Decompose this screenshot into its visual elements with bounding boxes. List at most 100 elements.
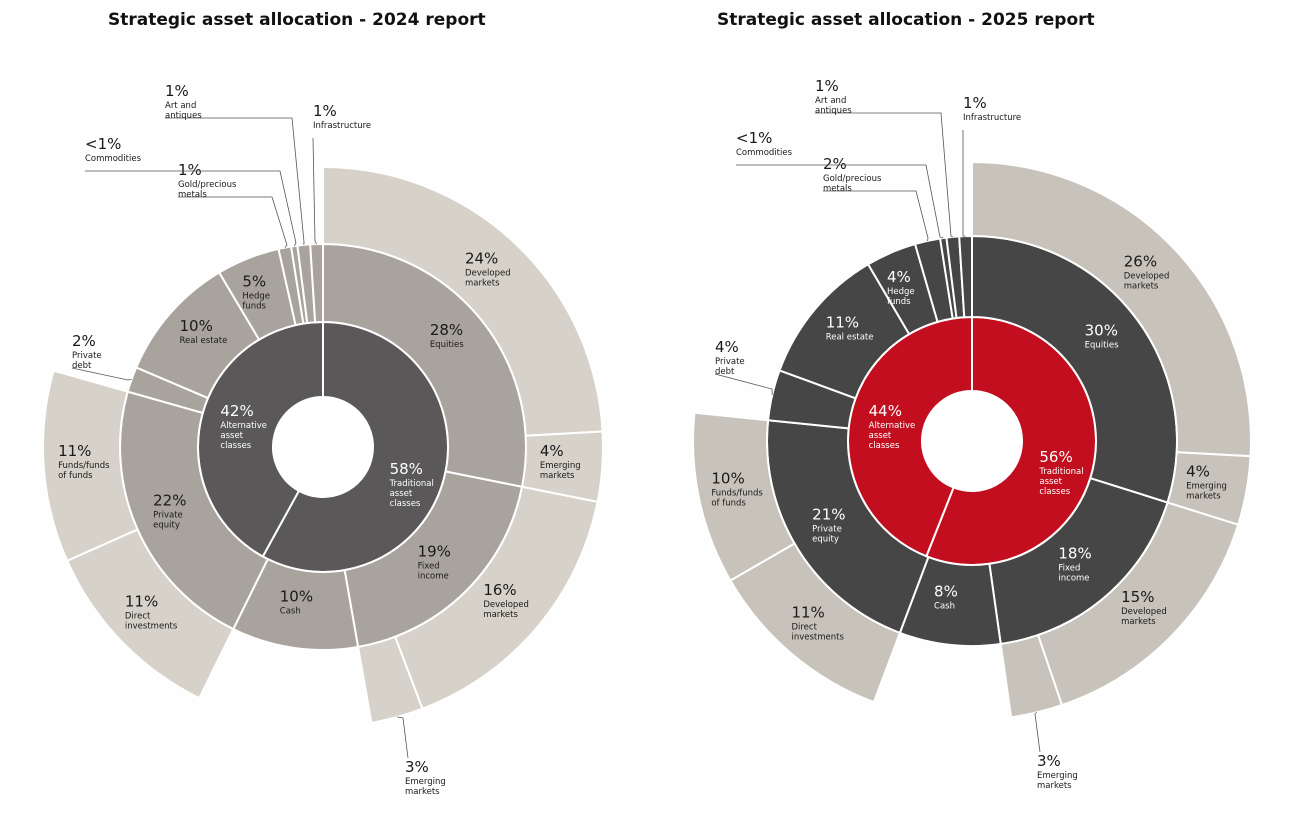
middle-hedge-funds-percent: 4%	[887, 268, 911, 286]
middle-fixed-income-percent: 18%	[1058, 544, 1091, 562]
middle-equities-label: 30%Equities	[1085, 322, 1119, 351]
outer-fixed-income-developed-markets-label: 16%Developed markets	[483, 581, 529, 620]
outer-fixed-income-emerging-markets-segment	[356, 635, 424, 724]
middle-cash-label: 10%Cash	[280, 587, 313, 616]
outer-fixed-income-developed-markets-name: Developed markets	[1121, 607, 1167, 627]
middle-commodities-percent: <1%	[736, 129, 772, 147]
middle-hedge-funds-label: 5%Hedge funds	[242, 273, 270, 312]
outer-private-equity-funds-funds-of-funds-label: 11%Funds/funds of funds	[58, 442, 110, 481]
middle-commodities-label: <1%Commodities	[85, 135, 142, 164]
middle-infrastructure-label: 1%Infrastructure	[313, 102, 371, 131]
middle-private-equity-name: Private equity	[153, 511, 183, 531]
middle-cash-percent: 10%	[280, 587, 313, 605]
middle-commodities-name: Commodities	[85, 154, 142, 164]
outer-equities-emerging-markets-name: Emerging markets	[1186, 481, 1227, 501]
outer-equities-developed-markets-label: 26%Developed markets	[1124, 253, 1170, 292]
middle-private-equity-percent: 22%	[153, 492, 186, 510]
outer-equities-emerging-markets-percent: 4%	[540, 442, 564, 460]
middle-private-debt-name: Private debt	[715, 357, 745, 377]
middle-infrastructure-name: Infrastructure	[963, 113, 1021, 123]
outer-private-equity-funds-funds-of-funds-percent: 11%	[58, 442, 91, 460]
outer-equities-emerging-markets-label: 4%Emerging markets	[540, 442, 581, 481]
middle-commodities-leader-line	[736, 164, 944, 239]
outer-equities-developed-markets-name: Developed markets	[1124, 272, 1170, 292]
middle-private-equity-percent: 21%	[812, 506, 845, 524]
inner-traditional-asset-classes-name: Traditional asset classes	[389, 479, 434, 509]
inner-alternative-asset-classes-name: Alternative asset classes	[220, 421, 267, 451]
middle-infrastructure-name: Infrastructure	[313, 121, 371, 131]
middle-gold-precious-metals-percent: 2%	[823, 155, 847, 173]
middle-cash-name: Cash	[934, 602, 955, 612]
middle-fixed-income-label: 19%Fixed income	[418, 542, 451, 581]
inner-traditional-asset-classes-label: 58%Traditional asset classes	[389, 460, 434, 509]
middle-cash-label: 8%Cash	[934, 583, 958, 612]
middle-infrastructure-leader-line	[312, 137, 317, 245]
outer-equities-emerging-markets-label: 4%Emerging markets	[1186, 462, 1227, 501]
outer-equities-emerging-markets-percent: 4%	[1186, 462, 1210, 480]
outer-private-equity-funds-funds-of-funds-label: 10%Funds/funds of funds	[711, 470, 763, 509]
middle-private-debt-name: Private debt	[72, 351, 102, 371]
middle-commodities-name: Commodities	[736, 148, 793, 158]
outer-equities-developed-markets-label: 24%Developed markets	[465, 250, 511, 289]
middle-art-and-antiques-leader-line	[165, 117, 305, 245]
middle-infrastructure-label: 1%Infrastructure	[963, 94, 1021, 123]
inner-alternative-asset-classes-label: 42%Alternative asset classes	[220, 402, 267, 451]
middle-infrastructure-percent: 1%	[963, 94, 987, 112]
outer-fixed-income-developed-markets-label: 15%Developed markets	[1121, 588, 1167, 627]
middle-cash-name: Cash	[280, 606, 301, 616]
outer-private-equity-direct-investments-percent: 11%	[791, 604, 824, 622]
outer-private-equity-funds-funds-of-funds-name: Funds/funds of funds	[58, 461, 110, 481]
outer-fixed-income-emerging-markets-percent: 3%	[405, 758, 429, 776]
middle-infrastructure-leader-line	[962, 130, 966, 237]
middle-equities-percent: 30%	[1085, 322, 1118, 340]
outer-private-equity-direct-investments-label: 11%Direct investments	[791, 604, 844, 643]
inner-alternative-asset-classes-name: Alternative asset classes	[869, 421, 916, 451]
middle-gold-precious-metals-leader-line	[823, 190, 929, 241]
outer-private-equity-funds-funds-of-funds-segment	[692, 411, 796, 582]
middle-private-debt-leader-line	[714, 373, 773, 395]
outer-private-equity-funds-funds-of-funds-segment	[42, 369, 139, 563]
middle-equities-label: 28%Equities	[430, 321, 464, 350]
outer-fixed-income-developed-markets-percent: 15%	[1121, 588, 1154, 606]
sunburst-2024: 58%Traditional asset classes 42%Alternative…	[42, 82, 604, 797]
inner-traditional-asset-classes-name: Traditional asset classes	[1038, 467, 1083, 497]
outer-private-equity-direct-investments-percent: 11%	[125, 592, 158, 610]
middle-real-estate-percent: 10%	[180, 317, 213, 335]
chart-title-2025: Strategic asset allocation - 2025 report	[717, 10, 1095, 30]
middle-private-equity-name: Private equity	[812, 525, 842, 545]
outer-fixed-income-developed-markets-name: Developed markets	[483, 600, 529, 620]
chart-title-2024: Strategic asset allocation - 2024 report	[108, 10, 486, 30]
middle-private-debt-label: 4%Private debt	[715, 338, 745, 377]
center-hole	[273, 397, 373, 497]
middle-cash-percent: 8%	[934, 583, 958, 601]
inner-traditional-asset-classes-percent: 58%	[390, 460, 423, 478]
outer-private-equity-direct-investments-label: 11%Direct investments	[125, 592, 178, 631]
middle-real-estate-label: 10%Real estate	[180, 317, 228, 346]
middle-equities-name: Equities	[1085, 341, 1119, 351]
outer-fixed-income-emerging-markets-label: 3%Emerging markets	[405, 758, 446, 797]
middle-gold-precious-metals-leader-line	[178, 196, 288, 248]
middle-art-and-antiques-percent: 1%	[165, 82, 189, 100]
middle-gold-precious-metals-percent: 1%	[178, 161, 202, 179]
middle-gold-precious-metals-name: Gold/precious metals	[823, 174, 882, 194]
middle-commodities-label: <1%Commodities	[736, 129, 793, 158]
middle-real-estate-name: Real estate	[826, 333, 874, 343]
middle-art-and-antiques-name: Art and antiques	[165, 101, 202, 121]
outer-fixed-income-emerging-markets-name: Emerging markets	[1037, 771, 1078, 791]
middle-fixed-income-percent: 19%	[418, 542, 451, 560]
middle-equities-name: Equities	[430, 340, 464, 350]
middle-equities-percent: 28%	[430, 321, 463, 339]
middle-private-equity-label: 22%Private equity	[153, 492, 186, 531]
middle-infrastructure-segment	[309, 242, 324, 324]
middle-real-estate-label: 11%Real estate	[826, 314, 874, 343]
outer-equities-developed-markets-percent: 24%	[465, 250, 498, 268]
middle-art-and-antiques-label: 1%Art and antiques	[165, 82, 202, 121]
outer-private-equity-direct-investments-name: Direct investments	[125, 611, 178, 631]
middle-art-and-antiques-leader-line	[815, 112, 953, 238]
middle-private-debt-label: 2%Private debt	[72, 332, 102, 371]
middle-private-debt-percent: 4%	[715, 338, 739, 356]
middle-hedge-funds-percent: 5%	[242, 273, 266, 291]
inner-alternative-asset-classes-label: 44%Alternative asset classes	[869, 402, 916, 451]
middle-art-and-antiques-percent: 1%	[815, 77, 839, 95]
middle-art-and-antiques-label: 1%Art and antiques	[815, 77, 852, 116]
